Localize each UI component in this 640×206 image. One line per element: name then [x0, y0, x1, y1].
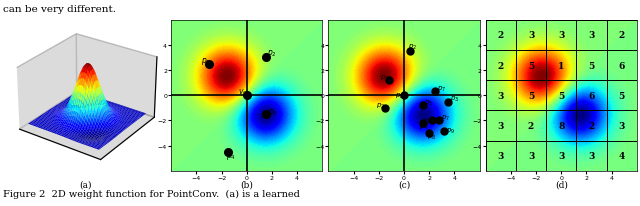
Text: 2: 2: [588, 121, 595, 130]
Text: 3: 3: [558, 151, 564, 160]
Text: $p_8$: $p_8$: [427, 132, 436, 141]
Text: 3: 3: [588, 31, 595, 40]
Text: 3: 3: [558, 31, 564, 40]
Text: $p_3$: $p_3$: [268, 106, 277, 117]
Text: (b): (b): [240, 179, 253, 188]
Text: 2: 2: [498, 31, 504, 40]
Text: 3: 3: [588, 151, 595, 160]
Text: 3: 3: [528, 31, 534, 40]
Text: 8: 8: [558, 121, 564, 130]
Text: $v_0$: $v_0$: [238, 87, 248, 97]
Text: 3: 3: [528, 151, 534, 160]
Text: 3: 3: [618, 121, 625, 130]
Text: $p_1$: $p_1$: [202, 56, 211, 67]
Text: 1: 1: [558, 61, 564, 70]
Text: $p_4$: $p_4$: [419, 122, 428, 131]
Text: can be very different.: can be very different.: [3, 5, 116, 14]
Text: $p_9$: $p_9$: [446, 126, 456, 135]
Text: 6: 6: [618, 61, 625, 70]
Text: 5: 5: [619, 91, 625, 100]
Text: $p_5$: $p_5$: [424, 98, 433, 107]
Text: $p_7$: $p_7$: [437, 85, 447, 94]
Text: $p_{10}$: $p_{10}$: [422, 116, 434, 125]
Text: 4: 4: [619, 151, 625, 160]
Text: $p_2$: $p_2$: [376, 101, 385, 110]
Text: 2: 2: [498, 61, 504, 70]
Text: (d): (d): [555, 179, 568, 188]
Text: Figure 2  2D weight function for PointConv.  (a) is a learned: Figure 2 2D weight function for PointCon…: [3, 189, 300, 198]
Text: 5: 5: [558, 91, 564, 100]
Text: 2: 2: [619, 31, 625, 40]
Text: $p_1$: $p_1$: [380, 74, 389, 83]
Text: 3: 3: [498, 151, 504, 160]
Text: (c): (c): [398, 179, 410, 188]
Text: 3: 3: [498, 121, 504, 130]
Text: $p_2$: $p_2$: [267, 48, 276, 59]
Text: 5: 5: [588, 61, 595, 70]
Text: $p_c$: $p_c$: [395, 92, 404, 101]
Text: 5: 5: [528, 91, 534, 100]
Text: 2: 2: [528, 121, 534, 130]
Text: 3: 3: [498, 91, 504, 100]
Text: $p_4$: $p_4$: [226, 150, 236, 161]
Text: 5: 5: [528, 61, 534, 70]
Text: 6: 6: [588, 91, 595, 100]
Text: (a): (a): [79, 179, 92, 188]
Text: $p_2$: $p_2$: [408, 42, 417, 51]
Text: $p_3$: $p_3$: [450, 95, 459, 104]
Text: $p_7$: $p_7$: [440, 114, 450, 123]
